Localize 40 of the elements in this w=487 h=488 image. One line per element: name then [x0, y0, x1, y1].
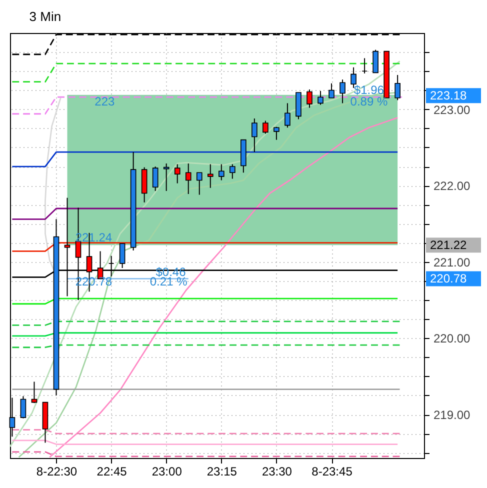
- y-tick-label: 220.00: [434, 332, 471, 346]
- chart-title: 3 Min: [29, 9, 62, 24]
- ref-line-label: 220.78: [430, 272, 468, 286]
- x-tick-label: 23:30: [262, 464, 292, 478]
- candlestick: [340, 79, 346, 104]
- candlestick: [152, 166, 158, 192]
- candlestick: [362, 58, 368, 74]
- candlestick: [274, 126, 280, 140]
- y-tick-label: 223.00: [434, 102, 471, 117]
- annotation: 0.89 %: [350, 94, 388, 109]
- y-tick-label: 221.00: [434, 255, 471, 270]
- x-tick-label: 22:45: [96, 464, 128, 478]
- candlestick: [163, 162, 170, 192]
- candlestick: [306, 88, 312, 108]
- annotation: $1.96: [354, 83, 384, 98]
- candlestick: [230, 164, 236, 180]
- candlestick: [252, 118, 258, 153]
- x-tick-label: 23:15: [206, 464, 238, 478]
- ref-line-label: 221.22: [430, 238, 468, 252]
- candlestick: [372, 49, 378, 74]
- candlestick: [174, 164, 180, 184]
- candlestick: [185, 162, 192, 194]
- candlestick: [196, 172, 202, 196]
- y-tick-label: 222.00: [434, 179, 471, 194]
- candlestick: [262, 120, 268, 134]
- candlestick: [296, 92, 302, 120]
- y-tick-label: 219.00: [434, 408, 471, 422]
- candlestick: [318, 90, 324, 106]
- annotation: 223: [94, 94, 116, 109]
- candlestick: [207, 164, 214, 188]
- candlestick: [20, 396, 26, 419]
- candlestick: [218, 164, 224, 181]
- candlestick: [394, 74, 400, 101]
- ref-line-label: 223.18: [430, 88, 468, 103]
- candlestick: [141, 166, 148, 203]
- candlestick: [284, 102, 290, 128]
- x-tick-label: 8-22:30: [36, 464, 78, 478]
- candlestick: [328, 82, 334, 98]
- x-tick-label: 8-23:45: [312, 464, 353, 478]
- x-tick-label: 23:00: [152, 464, 182, 478]
